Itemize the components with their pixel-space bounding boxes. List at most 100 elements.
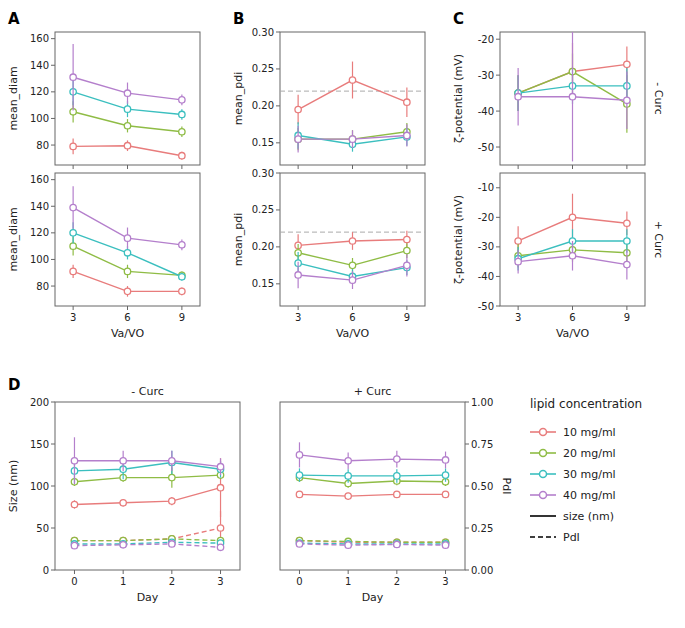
- y-tick-label: -50: [478, 142, 494, 153]
- plot-frame: [500, 32, 645, 165]
- plot-area: [280, 231, 425, 289]
- data-point: [442, 472, 448, 478]
- y2-tick: [465, 486, 469, 487]
- y-tick-label: 0.30: [252, 168, 274, 179]
- y-tick-label: 0.25: [252, 63, 274, 74]
- data-point: [70, 230, 76, 236]
- series: [71, 437, 223, 484]
- series-line: [74, 528, 220, 541]
- data-point: [217, 484, 223, 490]
- x-tick: [445, 570, 446, 574]
- y-tick: [496, 217, 500, 218]
- y-tick-label: 120: [30, 86, 49, 97]
- plot-frame: [55, 32, 200, 165]
- panel-letter: C: [453, 10, 464, 28]
- y-tick: [496, 147, 500, 148]
- x-tick: [626, 165, 627, 169]
- series: [71, 536, 223, 544]
- x-tick: [127, 306, 128, 310]
- y-tick: [496, 276, 500, 277]
- series-line: [299, 478, 445, 484]
- panel: 80100120140160mean_diamA: [7, 10, 200, 169]
- legend-swatch: [530, 515, 556, 517]
- x-tick-label: 6: [569, 312, 575, 323]
- series-line: [74, 539, 220, 541]
- legend-label: size (nm): [563, 510, 614, 523]
- y-tick: [276, 32, 280, 33]
- plot-area: [296, 442, 448, 548]
- y-tick: [51, 286, 55, 287]
- y2-tick-label: 0.00: [471, 565, 493, 576]
- x-tick-label: 3: [70, 312, 76, 323]
- data-point: [124, 90, 130, 96]
- series: [296, 537, 448, 545]
- series: [296, 541, 448, 549]
- y-tick: [496, 75, 500, 76]
- series-line: [299, 494, 445, 496]
- series-line: [73, 208, 182, 245]
- y-tick-label: 0.25: [252, 204, 274, 215]
- data-point: [295, 106, 301, 112]
- y-axis-label: mean_pdi: [232, 213, 245, 267]
- x-tick-label: 3: [515, 312, 521, 323]
- y-tick: [51, 145, 55, 146]
- data-point: [295, 136, 301, 142]
- plot-frame: [500, 173, 645, 306]
- data-point: [217, 463, 223, 469]
- x-tick: [74, 570, 75, 574]
- plot-area: [70, 44, 185, 160]
- x-tick-label: 3: [442, 576, 448, 587]
- y-tick-label: 0.15: [252, 278, 274, 289]
- series: [295, 62, 410, 125]
- series: [296, 468, 448, 482]
- plot-frame: [280, 402, 465, 570]
- x-tick: [73, 306, 74, 310]
- x-tick: [298, 165, 299, 169]
- x-axis-label: Va/VO: [556, 327, 589, 340]
- legend-label: 40 mg/ml: [563, 489, 616, 502]
- data-point: [624, 97, 630, 103]
- legend-item: 30 mg/ml: [530, 468, 616, 481]
- series: [70, 138, 185, 159]
- x-tick-label: 0: [296, 576, 302, 587]
- x-tick-label: 6: [349, 312, 355, 323]
- x-tick-label: 3: [295, 312, 301, 323]
- data-point: [442, 491, 448, 497]
- plot-frame: [280, 32, 425, 165]
- data-point: [394, 541, 400, 547]
- plot-frame: [280, 173, 425, 306]
- series: [70, 44, 185, 111]
- y-tick-label: 120: [30, 227, 49, 238]
- data-point: [624, 220, 630, 226]
- plot-area: [71, 437, 223, 550]
- y2-axis-label: - Curc: [652, 82, 665, 114]
- x-axis-label: Day: [137, 591, 159, 604]
- series: [70, 265, 185, 297]
- y-tick: [276, 68, 280, 69]
- data-point: [394, 456, 400, 462]
- y-tick: [51, 402, 55, 403]
- series-line: [298, 135, 407, 144]
- data-point: [404, 99, 410, 105]
- x-tick: [220, 570, 221, 574]
- series-line: [73, 233, 182, 277]
- x-tick: [406, 306, 407, 310]
- data-point: [179, 152, 185, 158]
- y-tick: [51, 65, 55, 66]
- legend-marker: [540, 429, 547, 436]
- legend-label: 20 mg/ml: [563, 447, 616, 460]
- panel: 36980100120140160Va/VOmean_diam: [7, 173, 200, 340]
- y2-tick: [465, 528, 469, 529]
- x-tick: [298, 306, 299, 310]
- data-point: [394, 491, 400, 497]
- data-point: [124, 288, 130, 294]
- series-line: [74, 475, 220, 482]
- data-point: [179, 129, 185, 135]
- data-point: [349, 77, 355, 83]
- data-point: [124, 123, 130, 129]
- legend-label: 30 mg/ml: [563, 468, 616, 481]
- series: [515, 32, 630, 161]
- x-tick: [73, 165, 74, 169]
- data-point: [169, 498, 175, 504]
- data-point: [295, 272, 301, 278]
